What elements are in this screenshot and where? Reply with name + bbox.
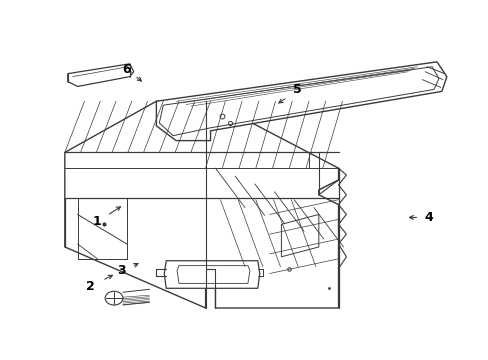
- Polygon shape: [159, 67, 438, 136]
- Text: 2: 2: [86, 280, 95, 293]
- Polygon shape: [156, 62, 446, 141]
- Polygon shape: [281, 215, 318, 257]
- Text: 6: 6: [122, 63, 131, 76]
- Text: 4: 4: [424, 211, 432, 224]
- Polygon shape: [65, 101, 338, 308]
- Polygon shape: [68, 64, 133, 86]
- Text: 5: 5: [292, 83, 301, 96]
- Text: 1: 1: [93, 215, 102, 228]
- Text: 3: 3: [118, 264, 126, 277]
- Ellipse shape: [105, 291, 122, 305]
- Polygon shape: [177, 266, 249, 283]
- Polygon shape: [164, 261, 259, 288]
